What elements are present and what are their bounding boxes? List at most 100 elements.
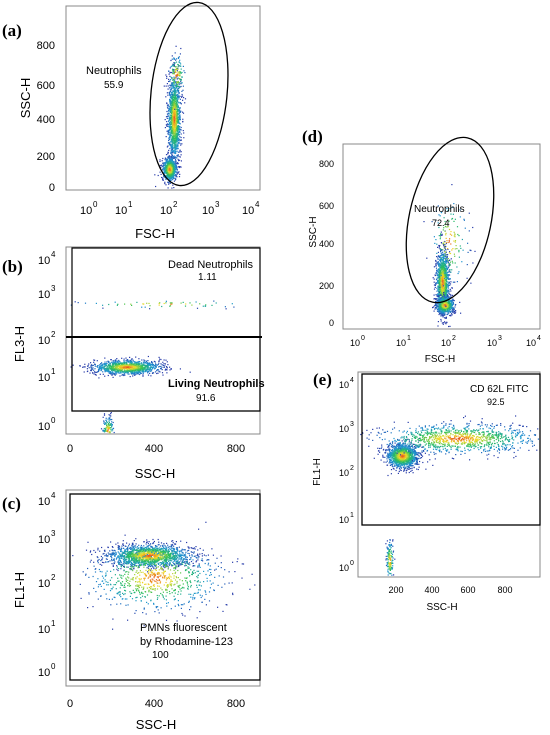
scatter-point (145, 550, 147, 553)
scatter-point (176, 58, 178, 60)
scatter-point (173, 123, 175, 126)
scatter-point (156, 555, 158, 557)
scatter-point (96, 371, 98, 373)
scatter-point (169, 79, 172, 81)
scatter-point (173, 171, 175, 173)
scatter-point (169, 157, 171, 160)
scatter-point (137, 366, 139, 368)
scatter-point (84, 366, 86, 368)
scatter-point (178, 89, 180, 92)
scatter-point (180, 47, 182, 50)
scatter-point (122, 544, 125, 547)
scatter-point (134, 366, 136, 368)
scatter-point (124, 371, 126, 373)
scatter-point (178, 72, 180, 74)
scatter-point (160, 551, 162, 553)
scatter-point (124, 374, 126, 376)
scatter-point (201, 555, 203, 557)
scatter-point (155, 567, 157, 569)
scatter-point (140, 554, 142, 556)
scatter-point (114, 363, 116, 365)
scatter-point (106, 430, 108, 432)
scatter-point (125, 559, 127, 561)
scatter-point (154, 555, 156, 557)
scatter-point (123, 365, 125, 367)
scatter-point (123, 565, 125, 568)
scatter-point (158, 304, 160, 306)
scatter-point (152, 549, 154, 551)
scatter-point (107, 370, 110, 372)
scatter-point (135, 364, 137, 366)
scatter-point (178, 56, 180, 58)
scatter-point (112, 546, 114, 548)
scatter-point (120, 564, 122, 566)
scatter-point (181, 96, 183, 98)
scatter-point (133, 540, 135, 542)
scatter-point (181, 560, 184, 562)
scatter-point (171, 148, 173, 150)
scatter-point (176, 94, 178, 96)
scatter-point (177, 549, 179, 551)
scatter-point (177, 68, 179, 70)
scatter-point (135, 370, 137, 372)
scatter-point (171, 153, 173, 155)
scatter-point (99, 366, 101, 368)
panel-a-gate-value: 55.9 (104, 80, 124, 91)
scatter-point (154, 560, 156, 562)
scatter-point (127, 366, 129, 368)
scatter-point (167, 566, 170, 568)
scatter-point (166, 171, 169, 173)
scatter-point (107, 429, 109, 431)
scatter-point (174, 100, 176, 102)
scatter-point (142, 555, 144, 557)
scatter-point (147, 566, 149, 568)
scatter-point (175, 102, 177, 104)
scatter-point (125, 556, 127, 558)
scatter-point (178, 550, 180, 552)
scatter-point (140, 548, 142, 551)
scatter-point (169, 96, 172, 98)
scatter-point (155, 561, 157, 563)
scatter-point (167, 104, 169, 106)
scatter-point (174, 129, 176, 131)
scatter-point (184, 554, 186, 557)
scatter-point (102, 373, 104, 375)
scatter-point (140, 555, 142, 557)
scatter-point (174, 126, 176, 128)
scatter-point (176, 81, 178, 84)
scatter-point (168, 159, 171, 161)
scatter-point (166, 77, 168, 79)
scatter-point (168, 172, 171, 174)
scatter-point (128, 560, 130, 563)
scatter-point (170, 552, 173, 554)
scatter-point (116, 364, 118, 367)
scatter-point (151, 554, 153, 556)
scatter-point (176, 115, 178, 117)
scatter-point (112, 364, 114, 366)
scatter-point (171, 544, 174, 546)
scatter-point (147, 362, 149, 365)
scatter-point (159, 548, 161, 551)
scatter-point (180, 563, 182, 565)
scatter-point (168, 105, 170, 107)
scatter-point (173, 177, 175, 179)
scatter-point (163, 172, 166, 174)
scatter-point (109, 418, 111, 420)
scatter-point (94, 365, 96, 367)
scatter-point (115, 360, 117, 362)
scatter-point (144, 547, 146, 549)
scatter-point (128, 360, 130, 362)
scatter-point (101, 363, 103, 365)
scatter-point (121, 367, 123, 370)
scatter-point (171, 176, 173, 178)
scatter-point (114, 369, 116, 371)
scatter-point (173, 550, 175, 552)
scatter-point (137, 562, 139, 564)
scatter-point (138, 565, 140, 567)
scatter-point (100, 555, 102, 558)
scatter-point (175, 45, 177, 47)
scatter-point (179, 149, 181, 151)
scatter-point (131, 545, 133, 547)
scatter-point (142, 365, 144, 367)
scatter-point (172, 90, 174, 92)
